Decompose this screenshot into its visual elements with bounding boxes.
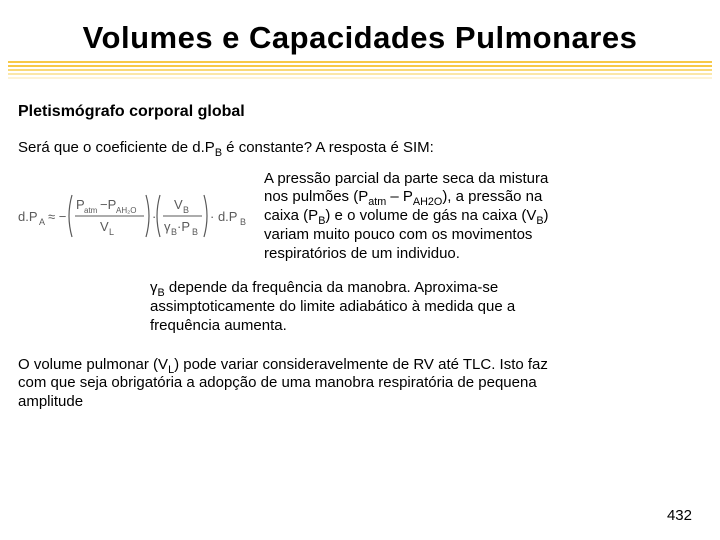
subtitle: Pletismógrafo corporal global — [18, 103, 720, 121]
explanation-paragraph: A pressão parcial da parte seca da mistu… — [264, 170, 702, 264]
p1-l2a: nos pulmões (P — [264, 188, 368, 205]
svg-text:B: B — [240, 217, 246, 227]
gamma-t2: assimptoticamente do limite adiabático à… — [150, 298, 515, 315]
svg-text:A: A — [39, 217, 45, 227]
question-line: Será que o coeficiente de d.PB é constan… — [18, 139, 720, 156]
underline-4 — [8, 73, 712, 75]
gamma-t1: depende da frequência da manobra. Aproxi… — [165, 279, 499, 296]
svg-text:· d.P: · d.P — [210, 209, 237, 224]
svg-text:≈ −: ≈ − — [48, 209, 66, 224]
final-paragraph: O volume pulmonar (VL) pode variar consi… — [18, 356, 702, 412]
question-rest: é constante? A resposta é SIM: — [222, 139, 434, 156]
svg-text:V: V — [100, 219, 109, 234]
underline-3 — [8, 69, 712, 71]
svg-text:AH₂O: AH₂O — [116, 206, 136, 215]
p1-l3c: ) — [544, 207, 549, 224]
svg-text:L: L — [109, 227, 114, 237]
p1-l4: variam muito pouco com os movimentos — [264, 226, 532, 243]
question-prefix: Será que o coeficiente de d.P — [18, 139, 215, 156]
p1-l2b: – P — [386, 188, 413, 205]
question-sub: B — [215, 147, 222, 159]
svg-text:·: · — [152, 209, 156, 224]
gamma-symbol: γ — [150, 279, 158, 296]
gamma-paragraph: γB depende da frequência da manobra. Apr… — [150, 279, 702, 335]
svg-text:V: V — [174, 197, 183, 212]
slide-number: 432 — [667, 507, 692, 524]
svg-text:−P: −P — [100, 197, 116, 212]
svg-text:B: B — [192, 227, 198, 237]
fp-l3: amplitude — [18, 393, 83, 410]
underline-1 — [8, 61, 712, 63]
p1-l3s2: B — [536, 215, 543, 227]
svg-text:d.P: d.P — [18, 209, 38, 224]
p1-l2c: ), a pressão na — [442, 188, 542, 205]
p1-l1: A pressão parcial da parte seca da mistu… — [264, 170, 548, 187]
p1-l5: respiratórios de um individuo. — [264, 245, 460, 262]
svg-text:B: B — [183, 205, 189, 215]
svg-text:γ: γ — [164, 219, 171, 234]
svg-text:atm: atm — [84, 206, 98, 215]
fp-l1b: ) pode variar consideravelmente de RV at… — [174, 356, 548, 373]
formula-image: d.PA ≈ − Patm −PAH₂O VL · VB γB ·PB — [18, 181, 248, 251]
underline-5 — [8, 77, 712, 79]
p1-l3a: caixa (P — [264, 207, 318, 224]
p1-l3b: ) e o volume de gás na caixa (V — [325, 207, 536, 224]
title-underline — [8, 61, 712, 83]
slide-title: Volumes e Capacidades Pulmonares — [0, 0, 720, 55]
svg-text:·P: ·P — [177, 219, 190, 234]
fp-l1a: O volume pulmonar (V — [18, 356, 168, 373]
gamma-t3: frequência aumenta. — [150, 317, 287, 334]
underline-2 — [8, 65, 712, 67]
fp-l2: com que seja obrigatória a adopção de um… — [18, 374, 537, 391]
